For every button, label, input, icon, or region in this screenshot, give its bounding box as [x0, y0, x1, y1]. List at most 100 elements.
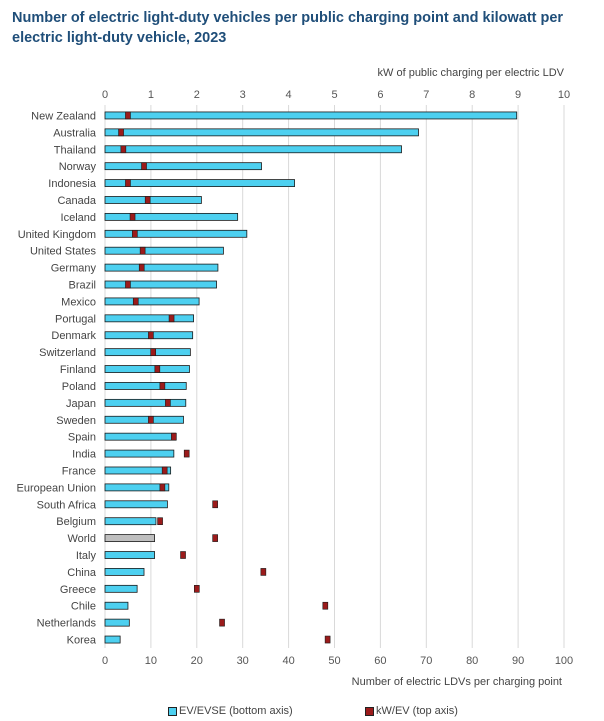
- point-marker: [165, 399, 171, 407]
- bar: [104, 415, 184, 424]
- point-marker: [183, 449, 190, 458]
- bar: [104, 314, 194, 323]
- bar: [104, 635, 121, 644]
- category-label: Sweden: [56, 415, 96, 427]
- top-tick-label: 1: [148, 89, 154, 101]
- bottom-tick-label: 60: [374, 655, 386, 667]
- category-label: European Union: [16, 482, 96, 494]
- point-marker: [154, 365, 161, 373]
- point-marker: [161, 466, 168, 475]
- bottom-tick-label: 90: [512, 655, 524, 667]
- category-label: Chile: [71, 601, 96, 613]
- category-label: World: [67, 533, 96, 545]
- legend-label-evse: EV/EVSE (bottom axis): [179, 705, 293, 717]
- category-label: Indonesia: [48, 178, 97, 190]
- category-label: Netherlands: [37, 618, 97, 630]
- top-tick-label: 0: [102, 89, 108, 101]
- legend-label-kw: kW/EV (top axis): [376, 705, 458, 717]
- bar: [104, 348, 191, 357]
- top-tick-label: 4: [286, 89, 292, 101]
- bar: [104, 551, 155, 559]
- bottom-tick-label: 50: [328, 655, 340, 667]
- legend-item-evse: EV/EVSE (bottom axis): [168, 705, 293, 717]
- bottom-tick-label: 80: [466, 655, 478, 667]
- bar: [104, 212, 239, 221]
- category-label: Japan: [66, 398, 96, 410]
- point-marker: [139, 246, 146, 255]
- category-label: Iceland: [61, 212, 96, 224]
- category-label: Thailand: [54, 144, 96, 156]
- category-label: Korea: [67, 635, 97, 647]
- bar: [104, 246, 224, 255]
- point-marker: [125, 280, 131, 289]
- point-marker: [125, 111, 131, 120]
- top-tick-label: 8: [469, 89, 475, 101]
- bar: [104, 517, 157, 526]
- category-label: Australia: [53, 127, 97, 139]
- legend-swatch-kw: [365, 706, 374, 716]
- point-marker: [132, 297, 139, 306]
- bar: [104, 584, 138, 593]
- point-marker: [148, 415, 154, 424]
- top-tick-label: 7: [423, 89, 429, 101]
- category-label: United States: [30, 246, 97, 258]
- bar: [104, 483, 170, 492]
- top-axis-label: kW of public charging per electric LDV: [378, 67, 565, 79]
- point-marker: [129, 213, 136, 221]
- bottom-axis-label: Number of electric LDVs per charging poi…: [352, 676, 562, 688]
- point-marker: [159, 382, 166, 390]
- top-tick-label: 2: [194, 89, 200, 101]
- point-marker: [260, 568, 267, 576]
- point-marker: [120, 145, 127, 154]
- bottom-tick-label: 100: [555, 655, 573, 667]
- bottom-axis-ticks: 0 10 20 30 40 50 60 70 80 90 100: [102, 655, 573, 667]
- bar: [104, 398, 187, 407]
- point-marker: [132, 229, 138, 238]
- points: [118, 111, 331, 644]
- point-marker: [141, 162, 147, 170]
- legend-swatch-evse: [168, 706, 177, 716]
- point-marker: [194, 585, 200, 593]
- top-tick-label: 5: [331, 89, 337, 101]
- category-label: India: [72, 449, 97, 461]
- category-label: Switzerland: [39, 347, 96, 359]
- legend-item-kw: kW/EV (top axis): [365, 705, 458, 717]
- category-label: Belgium: [56, 516, 96, 528]
- bar: [104, 179, 295, 187]
- bar: [104, 263, 219, 272]
- point-marker: [144, 196, 151, 204]
- category-label: Greece: [60, 584, 96, 596]
- category-label: China: [67, 567, 97, 579]
- point-marker: [157, 517, 163, 526]
- point-marker: [168, 314, 175, 323]
- top-tick-label: 10: [558, 89, 570, 101]
- category-label: Spain: [68, 432, 96, 444]
- bar: [104, 365, 190, 373]
- category-label: Norway: [59, 161, 97, 173]
- point-marker: [324, 635, 331, 644]
- category-label: United Kingdom: [18, 229, 96, 241]
- bar: [104, 229, 248, 238]
- top-tick-label: 9: [515, 89, 521, 101]
- top-axis-ticks: 0 1 2 3 4 5 6 7 8 9 10: [102, 89, 570, 101]
- point-marker: [171, 432, 177, 441]
- category-label: New Zealand: [31, 110, 96, 122]
- bar: [104, 618, 130, 627]
- bar: [104, 568, 145, 576]
- bar: [104, 432, 177, 441]
- bottom-tick-label: 20: [191, 655, 203, 667]
- chart-title: Number of electric light-duty vehicles p…: [12, 10, 564, 46]
- bottom-tick-label: 10: [145, 655, 157, 667]
- category-label: Germany: [51, 263, 97, 275]
- category-label: Portugal: [55, 313, 96, 325]
- bar: [104, 162, 262, 171]
- bars: [104, 111, 518, 644]
- bar: [104, 111, 518, 120]
- point-marker: [322, 601, 329, 610]
- bottom-tick-label: 70: [420, 655, 432, 667]
- bar: [104, 128, 419, 137]
- point-marker: [159, 483, 166, 492]
- top-tick-label: 3: [240, 89, 246, 101]
- point-marker: [150, 348, 156, 356]
